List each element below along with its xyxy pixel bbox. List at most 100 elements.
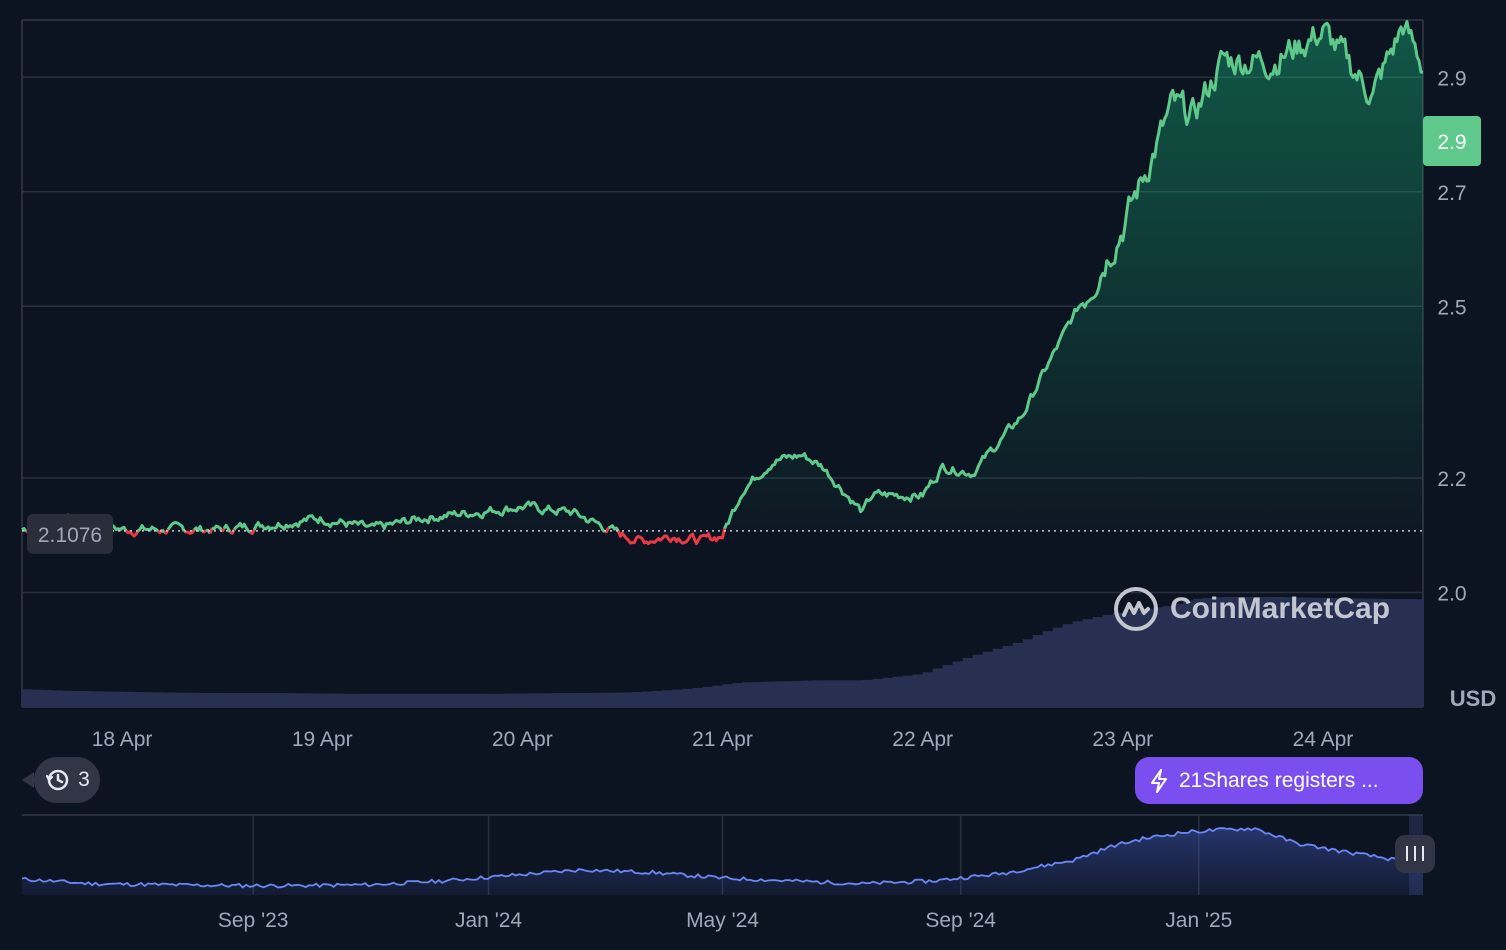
price-line-down bbox=[604, 527, 610, 534]
navigator-tick-label: Jan '24 bbox=[455, 909, 522, 932]
volume-bar bbox=[292, 693, 303, 707]
volume-bar bbox=[442, 693, 453, 707]
volume-bar bbox=[1202, 598, 1214, 707]
volume-bar bbox=[692, 687, 704, 707]
volume-bar bbox=[782, 681, 794, 707]
volume-bar bbox=[542, 693, 553, 707]
volume-bar bbox=[342, 693, 353, 707]
volume-bar bbox=[1142, 608, 1154, 707]
volume-bar bbox=[1152, 607, 1164, 707]
volume-bar bbox=[312, 693, 323, 707]
price-line-down bbox=[617, 528, 726, 546]
volume-bar bbox=[1402, 599, 1414, 707]
volume-bar bbox=[812, 680, 824, 707]
volume-bars bbox=[22, 597, 1424, 707]
volume-bar bbox=[1042, 631, 1054, 707]
volume-bar bbox=[942, 665, 954, 707]
y-tick-label: 2.7 bbox=[1437, 182, 1466, 205]
volume-bar bbox=[1092, 617, 1104, 707]
navigator-tick-label: Sep '24 bbox=[925, 909, 996, 932]
volume-bar bbox=[362, 693, 373, 707]
volume-bar bbox=[622, 692, 634, 707]
news-event-button[interactable]: 21Shares registers ... bbox=[1135, 757, 1423, 804]
volume-bar bbox=[702, 686, 714, 707]
volume-bar bbox=[72, 691, 83, 707]
lightning-icon bbox=[1151, 768, 1167, 793]
volume-bar bbox=[1012, 642, 1024, 707]
volume-bar bbox=[752, 682, 764, 707]
volume-bar bbox=[52, 690, 63, 707]
volume-bar bbox=[582, 692, 594, 707]
volume-bar bbox=[302, 693, 313, 707]
history-button[interactable]: 3 bbox=[22, 757, 100, 803]
y-axis-labels: 2.0 2.2 2.5 2.7 2.9 bbox=[1437, 67, 1466, 605]
volume-bar bbox=[1102, 614, 1114, 707]
watermark-text: CoinMarketCap bbox=[1170, 592, 1391, 625]
currency-label: USD bbox=[1450, 686, 1496, 711]
price-area bbox=[22, 21, 1423, 531]
volume-bar bbox=[842, 680, 854, 707]
volume-bar bbox=[432, 693, 443, 707]
volume-bar bbox=[1312, 597, 1324, 707]
volume-bar bbox=[522, 693, 533, 707]
navigator-x-labels: Sep '23 Jan '24 May '24 Sep '24 Jan '25 bbox=[218, 909, 1232, 932]
volume-bar bbox=[242, 693, 253, 707]
volume-bar bbox=[352, 693, 363, 707]
volume-bar bbox=[422, 693, 433, 707]
volume-bar bbox=[982, 651, 994, 707]
navigator-handle[interactable] bbox=[1395, 835, 1435, 873]
volume-bar bbox=[502, 693, 513, 707]
volume-bar bbox=[32, 689, 43, 707]
price-line-up bbox=[222, 523, 232, 533]
volume-bar bbox=[932, 668, 944, 707]
x-tick-label: 19 Apr bbox=[292, 728, 353, 751]
volume-bar bbox=[162, 692, 173, 707]
volume-bar bbox=[322, 693, 333, 707]
volume-bar bbox=[872, 678, 884, 707]
volume-bar bbox=[1342, 598, 1354, 707]
volume-bar bbox=[1392, 599, 1404, 707]
volume-bar bbox=[1332, 598, 1344, 707]
volume-bar bbox=[122, 691, 133, 707]
navigator-overview[interactable] bbox=[21, 827, 1424, 895]
volume-bar bbox=[42, 690, 53, 707]
volume-bar bbox=[1082, 619, 1094, 707]
volume-bar bbox=[712, 685, 724, 707]
volume-bar bbox=[282, 693, 293, 707]
volume-bar bbox=[412, 693, 423, 707]
volume-bar bbox=[1232, 597, 1244, 707]
volume-bar bbox=[252, 693, 263, 707]
volume-bar bbox=[1382, 598, 1394, 707]
volume-bar bbox=[762, 681, 774, 707]
coinmarketcap-logo-icon bbox=[1114, 587, 1158, 631]
volume-bar bbox=[1302, 597, 1314, 707]
y-tick-label: 2.2 bbox=[1437, 468, 1466, 491]
price-line-up bbox=[137, 524, 160, 533]
volume-bar bbox=[262, 693, 273, 707]
volume-bar bbox=[1222, 597, 1234, 707]
volume-bar bbox=[1002, 645, 1014, 707]
x-tick-label: 24 Apr bbox=[1293, 728, 1354, 751]
volume-bar bbox=[682, 688, 694, 707]
volume-bar bbox=[592, 692, 604, 707]
volume-bar bbox=[862, 679, 874, 707]
volume-bar bbox=[772, 681, 784, 707]
x-axis-labels: 18 Apr 19 Apr 20 Apr 21 Apr 22 Apr 23 Apr 24 A… bbox=[92, 728, 1354, 751]
volume-bar bbox=[512, 693, 523, 707]
price-line-up bbox=[160, 528, 166, 534]
volume-bar bbox=[1052, 627, 1064, 707]
price-line-down bbox=[183, 529, 196, 535]
volume-bar bbox=[1242, 597, 1254, 707]
volume-bar bbox=[1192, 598, 1204, 707]
current-price-badge-bg bbox=[1423, 116, 1481, 166]
price-line-up bbox=[21, 527, 28, 533]
volume-bar bbox=[112, 691, 123, 707]
volume-bar bbox=[672, 689, 684, 707]
volume-bar bbox=[372, 693, 383, 707]
price-line-down bbox=[249, 529, 256, 535]
volume-bar bbox=[402, 693, 413, 707]
volume-bar bbox=[202, 692, 213, 707]
volume-bar bbox=[1172, 603, 1184, 707]
x-tick-label: 20 Apr bbox=[492, 728, 553, 751]
